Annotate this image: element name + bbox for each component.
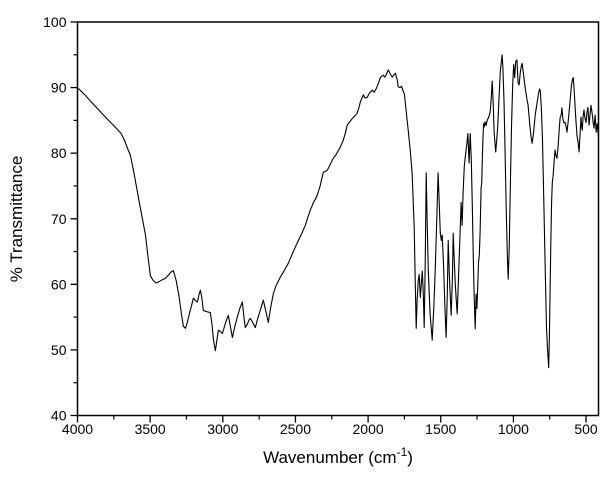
y-tick-label: 40	[51, 408, 67, 424]
x-tick-label: 2000	[353, 421, 384, 437]
x-tick-label: 3000	[207, 421, 238, 437]
x-tick-label: 2500	[280, 421, 311, 437]
x-axis-tick-labels: 4000 3500 3000 2500 2000 1500 1000 500	[62, 421, 598, 437]
y-tick-label: 80	[51, 145, 67, 161]
x-axis-title-main: Wavenumber (cm	[263, 448, 397, 467]
y-tick-label: 100	[43, 14, 67, 30]
x-axis-ticks	[76, 415, 587, 423]
x-axis-title-superscript: -1	[397, 445, 408, 459]
y-axis-title: % Transmittance	[7, 156, 26, 283]
y-axis-ticks	[70, 21, 78, 417]
x-axis-title: Wavenumber (cm-1)	[263, 445, 413, 467]
x-tick-label: 1000	[498, 421, 529, 437]
x-tick-label: 4000	[62, 421, 93, 437]
y-tick-label: 70	[51, 211, 67, 227]
y-tick-label: 60	[51, 276, 67, 292]
y-tick-label: 90	[51, 80, 67, 96]
spectrum-trace	[76, 54, 599, 369]
x-tick-label: 1500	[425, 421, 456, 437]
x-axis-title-close: )	[407, 448, 413, 467]
y-tick-label: 50	[51, 342, 67, 358]
y-axis-tick-labels: 100 90 80 70 60 50 40	[43, 14, 67, 424]
x-tick-label: 500	[574, 421, 598, 437]
x-tick-label: 3500	[135, 421, 166, 437]
